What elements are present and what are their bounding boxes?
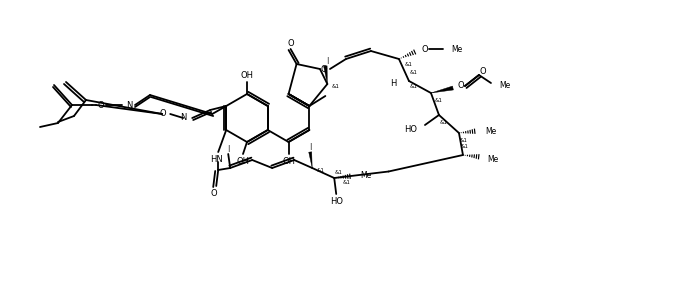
Text: &1: &1 [317,167,324,173]
Text: &1: &1 [440,120,448,125]
Text: O: O [321,64,327,74]
Text: Me: Me [487,155,498,163]
Text: O: O [288,40,294,48]
Text: O: O [98,101,105,109]
Text: OH: OH [240,71,254,81]
Text: &1: &1 [460,138,468,143]
Text: |: | [309,142,311,149]
Text: |: | [326,56,329,63]
Text: N: N [126,101,132,109]
Text: HO: HO [329,198,343,206]
Text: HO: HO [404,124,417,134]
Text: Me: Me [499,81,510,89]
Text: O: O [211,189,217,199]
Text: &1: &1 [410,84,418,88]
Polygon shape [323,66,327,84]
Text: &1: &1 [331,84,340,88]
Text: Me: Me [360,171,371,181]
Text: O: O [159,109,166,119]
Text: &1: &1 [410,70,418,76]
Text: &1: &1 [405,63,413,67]
Text: H: H [391,78,397,88]
Text: &1: &1 [435,99,443,103]
Text: Me: Me [485,127,496,135]
Text: &1: &1 [461,145,469,149]
Text: Me: Me [451,45,462,53]
Text: O: O [422,45,428,53]
Text: HN: HN [210,156,223,164]
Text: O: O [458,81,464,91]
Polygon shape [431,86,454,93]
Polygon shape [308,152,313,168]
Text: OH: OH [236,157,250,167]
Text: O: O [480,66,486,76]
Text: |: | [227,145,230,152]
Text: OH: OH [282,157,295,167]
Text: N: N [180,113,186,123]
Text: &1: &1 [334,170,342,175]
Text: &1: &1 [342,181,350,185]
